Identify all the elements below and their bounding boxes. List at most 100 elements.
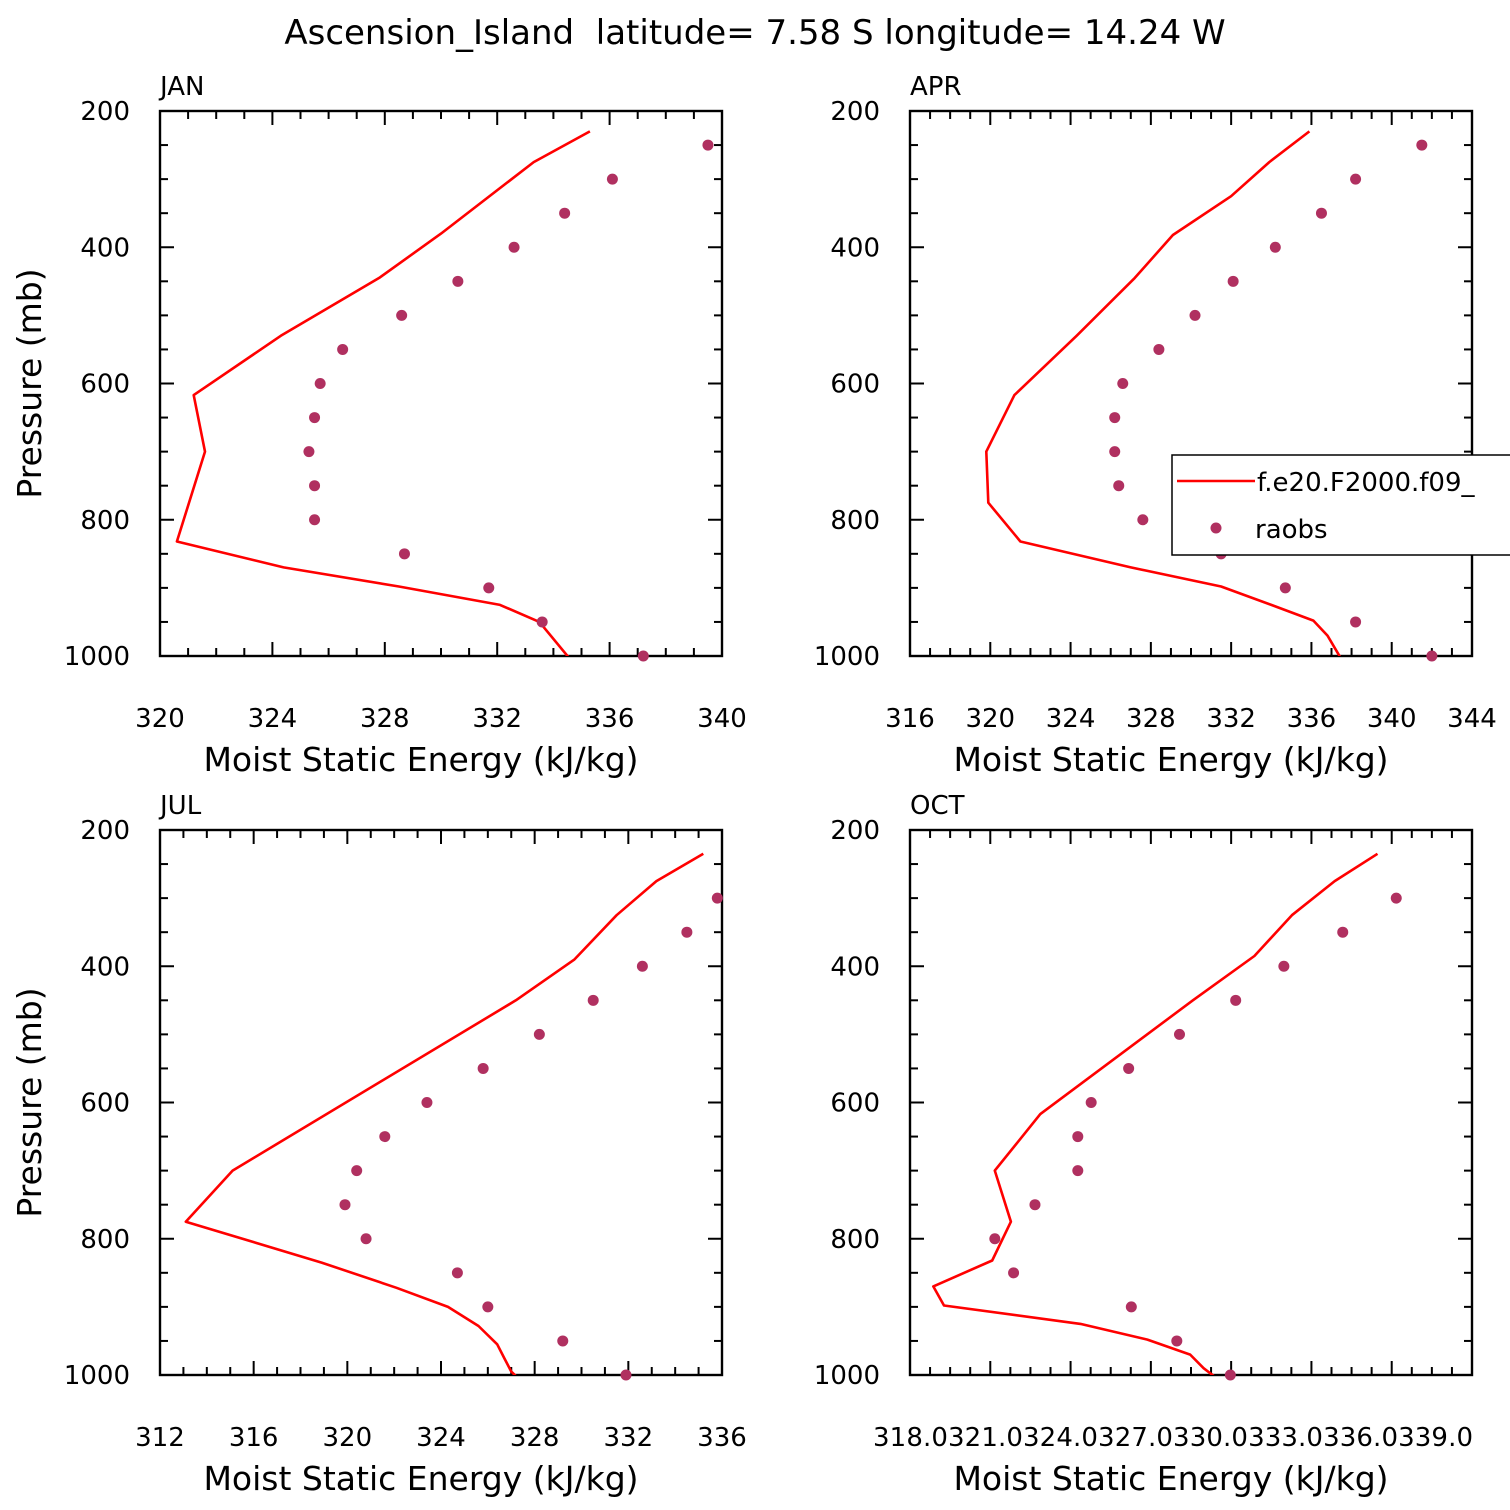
y-tick-label: 1000	[64, 1361, 130, 1391]
raobs-point	[1125, 1301, 1137, 1313]
raobs-point	[702, 139, 714, 151]
raobs-point	[636, 960, 648, 972]
panel-title: APR	[910, 72, 962, 102]
panel-title: JUL	[158, 791, 202, 821]
raobs-point	[339, 1199, 351, 1211]
y-tick-label: 200	[830, 97, 880, 127]
y-tick-label: 600	[80, 1089, 130, 1119]
raobs-point	[1230, 994, 1242, 1006]
raobs-point	[309, 412, 321, 424]
y-tick-label: 600	[80, 370, 130, 400]
raobs-point	[1278, 960, 1290, 972]
x-axis-label: Moist Static Energy (kJ/kg)	[203, 1459, 638, 1498]
figure-title: Ascension_Island latitude= 7.58 S longit…	[284, 13, 1225, 53]
x-axis-label: Moist Static Energy (kJ/kg)	[953, 740, 1388, 779]
raobs-point	[483, 582, 495, 594]
y-tick-label: 400	[830, 952, 880, 982]
x-tick-label: 312	[135, 1423, 185, 1453]
y-tick-label: 400	[830, 233, 880, 263]
raobs-point	[1029, 1199, 1041, 1211]
y-tick-label: 800	[830, 506, 880, 536]
x-tick-label: 316	[229, 1423, 279, 1453]
x-tick-label: 324	[1046, 704, 1096, 734]
x-tick-label: 332	[472, 704, 522, 734]
raobs-point	[620, 1369, 632, 1381]
raobs-point	[1072, 1165, 1084, 1177]
raobs-point	[1113, 480, 1125, 492]
x-tick-label: 340	[697, 704, 747, 734]
raobs-point	[1072, 1131, 1084, 1143]
plot-frame	[908, 109, 1474, 658]
raobs-point	[1350, 616, 1362, 628]
raobs-point	[1269, 241, 1281, 253]
raobs-point	[508, 241, 520, 253]
y-tick-label: 800	[80, 506, 130, 536]
y-tick-label: 1000	[814, 642, 880, 672]
x-tick-label: 324	[248, 704, 298, 734]
x-tick-label: 328	[510, 1423, 560, 1453]
raobs-point	[1117, 378, 1129, 389]
raobs-point	[606, 173, 618, 185]
y-tick-label: 400	[80, 952, 130, 982]
x-tick-label: 320	[965, 704, 1015, 734]
y-tick-label: 1000	[814, 1361, 880, 1391]
raobs-point	[398, 548, 410, 560]
raobs-point	[1189, 309, 1201, 321]
raobs-point	[681, 926, 693, 938]
panel-jul: 200 400 600 800 1000 312 316 320 324 328 332 336 JUL…	[10, 791, 747, 1498]
y-tick-label: 400	[80, 233, 130, 263]
model-line	[984, 130, 1342, 656]
legend-dot-swatch	[1210, 522, 1222, 534]
x-tick-label: 336	[697, 1423, 747, 1453]
x-tick-labels: 318.0321.0324.0327.0330.0333.0336.0339.0	[873, 1423, 1473, 1453]
x-tick-label: 332	[604, 1423, 654, 1453]
raobs-point	[360, 1233, 372, 1245]
raobs-point	[451, 1267, 463, 1279]
panel-jan: 200 400 600 800 1000 320 324 328 332 336 340 JAN Moi…	[10, 72, 747, 779]
panel-title: OCT	[910, 791, 965, 821]
raobs-point	[303, 446, 315, 458]
raobs-point	[379, 1131, 391, 1143]
x-tick-label: 324	[416, 1423, 466, 1453]
raobs-point	[1085, 1097, 1097, 1108]
raobs-point	[533, 1028, 545, 1040]
raobs-point	[587, 994, 599, 1006]
raobs-point	[557, 1335, 569, 1347]
y-axis-label: Pressure (mb)	[10, 268, 49, 498]
model-line	[931, 852, 1379, 1375]
y-tick-label: 200	[830, 816, 880, 846]
x-tick-label: 340	[1367, 704, 1417, 734]
y-tick-label: 600	[830, 370, 880, 400]
x-tick-label: 320	[135, 704, 185, 734]
raobs-point	[1137, 514, 1149, 526]
raobs-point	[477, 1062, 489, 1074]
x-tick-label: 336	[1287, 704, 1337, 734]
y-tick-label: 800	[80, 1225, 130, 1255]
legend-label-raobs: raobs	[1255, 515, 1328, 545]
legend-label-model: f.e20.F2000.f09_	[1257, 468, 1475, 498]
x-tick-label: 328	[1126, 704, 1176, 734]
x-tick-label: 328	[360, 704, 410, 734]
raobs-point	[421, 1097, 433, 1108]
panel-title: JAN	[158, 72, 204, 102]
y-tick-label: 200	[80, 816, 130, 846]
x-tick-label: 332	[1206, 704, 1256, 734]
raobs-point	[1426, 650, 1438, 662]
y-tick-label: 1000	[64, 642, 130, 672]
raobs-point	[1224, 1369, 1236, 1381]
raobs-point	[314, 378, 326, 389]
raobs-point	[337, 343, 349, 355]
x-tick-label: 320	[323, 1423, 373, 1453]
raobs-point	[1153, 343, 1165, 355]
raobs-point	[351, 1165, 363, 1177]
raobs-point	[559, 207, 571, 219]
y-tick-label: 800	[830, 1225, 880, 1255]
plot-frame	[158, 109, 724, 658]
raobs-point	[1350, 173, 1362, 185]
raobs-point	[1173, 1028, 1185, 1040]
chart-panels: 200 400 600 800 1000 320 324 328 332 336 340 JAN Moi…	[10, 72, 1510, 1498]
raobs-point	[396, 309, 408, 321]
y-tick-label: 200	[80, 97, 130, 127]
model-line	[175, 130, 591, 656]
